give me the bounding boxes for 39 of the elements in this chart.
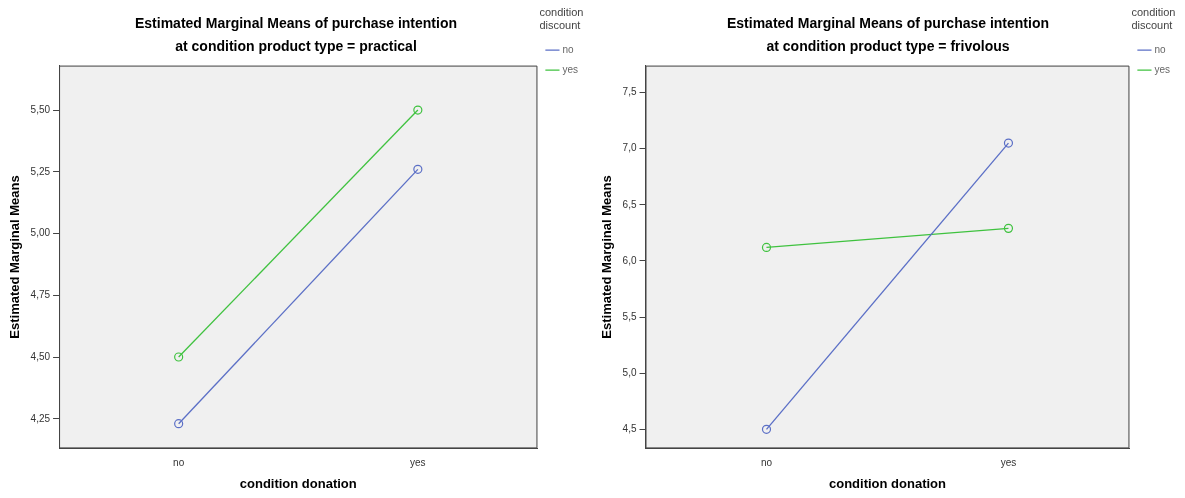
legend-title: condition discount (539, 6, 585, 32)
point (413, 164, 423, 174)
y-tick-label: 4,75 (30, 289, 51, 301)
y-tick-label: 6,5 (622, 198, 637, 210)
legend-label: no (562, 43, 574, 55)
y-tick-label: 7,5 (622, 86, 637, 98)
y-axis-title: Estimated Marginal Means (599, 175, 615, 339)
y-axis-title: Estimated Marginal Means (7, 175, 23, 339)
y-tick-label: 6,0 (622, 254, 637, 266)
point (1003, 138, 1014, 148)
chart-subtitle: at condition product type = frivolous (766, 38, 1010, 55)
legend-label: yes (562, 63, 578, 75)
point (761, 424, 772, 434)
x-axis-title: condition donation (239, 475, 357, 491)
y-tick-label: 5,25 (30, 165, 51, 177)
x-tick-label: no (173, 457, 185, 469)
point (174, 419, 184, 429)
legend-label: yes (1154, 63, 1170, 75)
y-tick-label: 5,00 (30, 227, 51, 239)
legend-title: condition discount (1131, 6, 1177, 32)
y-tick-label: 7,0 (622, 142, 637, 154)
chart-title: Estimated Marginal Means of purchase intention (134, 15, 458, 32)
legend-label: no (1154, 43, 1166, 55)
y-tick-label: 5,0 (622, 366, 637, 378)
y-tick-label: 4,5 (622, 423, 637, 435)
point (413, 105, 423, 115)
x-tick-label: yes (1000, 457, 1017, 469)
chart-subtitle: at condition product type = practical (175, 38, 417, 55)
y-tick-label: 4,50 (30, 350, 51, 362)
x-tick-label: yes (410, 457, 426, 469)
x-tick-label: no (760, 457, 773, 469)
y-tick-label: 4,25 (30, 412, 51, 424)
point (1003, 223, 1014, 233)
point (174, 352, 184, 362)
y-tick-label: 5,5 (622, 310, 637, 322)
y-tick-label: 5,50 (30, 103, 51, 115)
x-axis-title: condition donation (828, 475, 947, 491)
chart-title: Estimated Marginal Means of purchase intention (726, 15, 1050, 32)
point (761, 242, 772, 253)
